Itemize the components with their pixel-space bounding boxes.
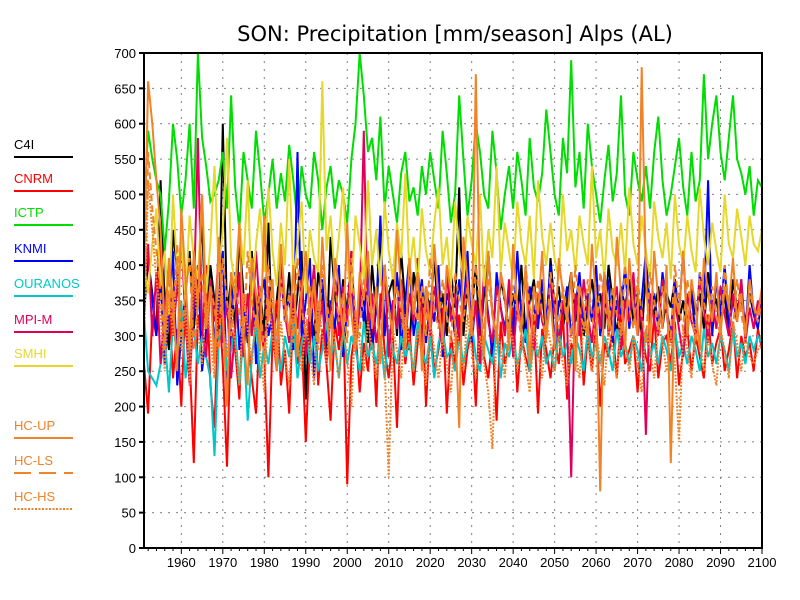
x-tick-label: 2050 [540,555,569,570]
x-tick-label: 2080 [665,555,694,570]
y-tick-label: 300 [114,329,136,344]
legend-label: ICTP [14,205,44,220]
x-tick-label: 2010 [374,555,403,570]
x-tick-label: 1970 [208,555,237,570]
series-lines [143,52,763,492]
y-tick-label: 600 [114,117,136,132]
legend-item-mpi-m: MPI-M [14,312,73,333]
y-tick-label: 250 [114,364,136,379]
x-tick-label: 2040 [499,555,528,570]
y-tick-label: 400 [114,258,136,273]
legend-label: OURANOS [14,276,80,291]
x-tick-label: 1960 [167,555,196,570]
x-tick-label: 2090 [706,555,735,570]
x-tick-label: 2000 [333,555,362,570]
y-tick-label: 500 [114,187,136,202]
y-tick-label: 100 [114,470,136,485]
legend-label: HC-UP [14,418,55,433]
legend-item-smhi: SMHI [14,346,73,367]
legend-label: MPI-M [14,312,52,327]
legend-item-c4i: C4I [14,137,73,158]
x-tick-label: 1990 [291,555,320,570]
legend-label: HC-HS [14,489,55,504]
legend-item-ictp: ICTP [14,205,73,226]
legend-item-cnrm: CNRM [14,171,73,192]
legend-item-hc-hs: HC-HS [14,489,73,510]
x-tick-label: 2070 [623,555,652,570]
series-line-smhi [143,81,763,315]
legend-label: SMHI [14,346,47,361]
y-tick-label: 650 [114,81,136,96]
legend-item-ouranos: OURANOS [14,276,80,297]
x-tick-label: 2030 [457,555,486,570]
series-line-hc-hs [143,180,763,478]
y-tick-label: 550 [114,152,136,167]
x-tick-label: 2100 [748,555,777,570]
legend-label: HC-LS [14,453,53,468]
x-tick-label: 2060 [582,555,611,570]
x-tick-label: 2020 [416,555,445,570]
y-tick-label: 200 [114,400,136,415]
y-tick-label: 350 [114,294,136,309]
legend-item-hc-up: HC-UP [14,418,73,439]
legend: C4I CNRM ICTP KNMI OURANOS MPI-M SMHI HC-UP HC-L… [14,137,80,510]
x-axis: 1960 1970 1980 1990 2000 2010 2020 2030 2040 2050… [147,548,777,570]
legend-label: CNRM [14,171,53,186]
y-tick-label: 450 [114,223,136,238]
series-line-ictp [143,52,763,252]
chart-title: SON: Precipitation [mm/season] Alps (AL) [237,22,673,46]
legend-item-knmi: KNMI [14,241,73,262]
legend-label: KNMI [14,241,47,256]
series-line-hc-up [143,67,763,492]
y-tick-label: 700 [114,46,136,61]
legend-item-hc-ls: HC-LS [14,453,73,474]
y-tick-label: 50 [122,506,136,521]
x-tick-label: 1980 [250,555,279,570]
legend-label: C4I [14,137,34,152]
y-axis: 0 50 100 150 200 250 300 350 400 450 500 550 600 650 7… [114,46,144,556]
y-tick-label: 0 [129,541,136,556]
y-tick-label: 150 [114,435,136,450]
